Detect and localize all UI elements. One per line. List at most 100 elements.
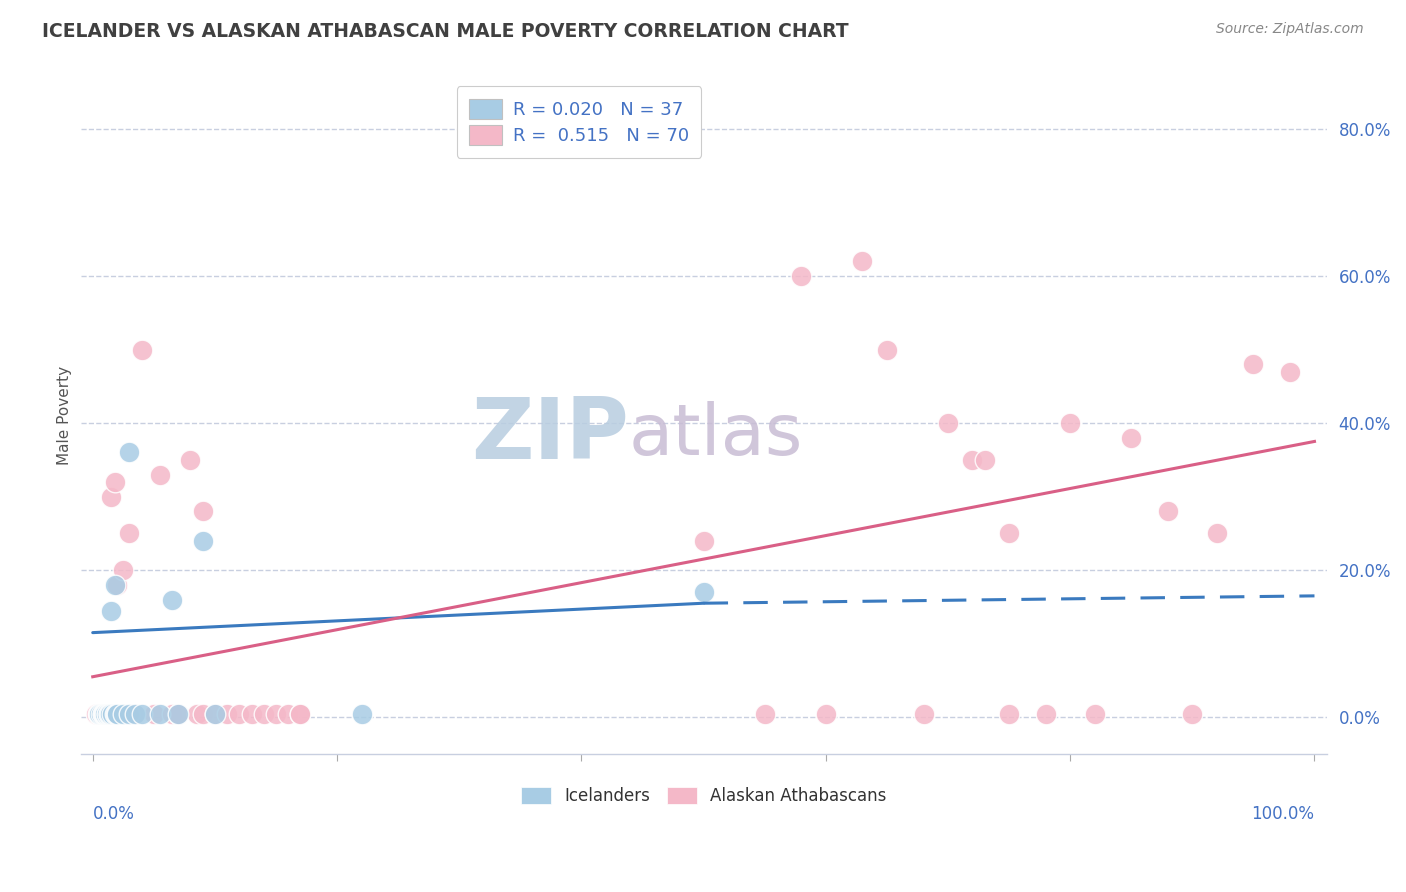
Point [104,475,127,489]
Point [94,706,117,721]
Point [87,706,110,721]
Point [124,706,146,721]
Point [142,706,165,721]
Point [290,706,312,721]
Point [118,526,141,541]
Point [1181,706,1204,721]
Point [1241,357,1264,371]
Point [167,706,190,721]
Text: atlas: atlas [628,401,803,470]
Point [692,585,714,599]
Point [350,706,373,721]
Point [104,706,127,721]
Point [104,706,127,721]
Point [87,706,110,721]
Point [101,706,124,721]
Legend: Icelanders, Alaskan Athabascans: Icelanders, Alaskan Athabascans [512,779,894,814]
Point [290,706,312,721]
Point [204,706,226,721]
Point [131,343,153,357]
Point [876,343,898,357]
Point [97,706,120,721]
Point [1083,706,1105,721]
Point [89,706,111,721]
Point [104,578,127,592]
Point [97,706,120,721]
Point [91,706,114,721]
Point [90,706,112,721]
Point [96,706,118,721]
Point [91,706,114,721]
Point [93,706,115,721]
Point [973,452,995,467]
Point [118,706,141,721]
Text: Source: ZipAtlas.com: Source: ZipAtlas.com [1216,22,1364,37]
Point [87,706,110,721]
Point [277,706,299,721]
Point [89,706,111,721]
Point [91,706,114,721]
Point [1279,365,1302,379]
Point [96,706,118,721]
Point [1121,431,1143,445]
Point [149,706,172,721]
Point [94,706,117,721]
Point [167,706,190,721]
Point [1157,504,1180,518]
Point [851,254,873,268]
Point [94,706,117,721]
Point [160,592,183,607]
Point [692,533,714,548]
Point [1205,526,1227,541]
Point [998,526,1021,541]
Point [814,706,837,721]
Point [94,706,117,721]
Point [105,706,128,721]
Point [160,706,183,721]
Point [96,706,118,721]
Point [90,706,112,721]
Text: ZIP: ZIP [471,394,628,477]
Text: 0.0%: 0.0% [93,805,135,822]
Point [93,706,115,721]
Point [962,452,984,467]
Point [90,706,112,721]
Point [191,533,214,548]
Point [97,706,120,721]
Point [104,706,127,721]
Point [87,706,110,721]
Point [179,452,201,467]
Point [86,706,108,721]
Point [100,603,122,617]
Point [112,563,135,577]
Point [754,706,776,721]
Point [191,504,214,518]
Point [1059,416,1081,430]
Point [1035,706,1057,721]
Point [96,706,118,721]
Point [94,706,117,721]
Point [124,706,146,721]
Point [228,706,250,721]
Point [167,706,190,721]
Point [93,706,115,721]
Point [100,490,122,504]
Point [191,706,214,721]
Point [149,467,172,482]
Point [98,706,121,721]
Text: ICELANDER VS ALASKAN ATHABASCAN MALE POVERTY CORRELATION CHART: ICELANDER VS ALASKAN ATHABASCAN MALE POV… [42,22,849,41]
Text: 100.0%: 100.0% [1251,805,1315,822]
Point [186,706,208,721]
Point [998,706,1021,721]
Point [240,706,263,721]
Point [105,578,128,592]
Point [790,268,813,283]
Point [105,706,128,721]
Point [936,416,959,430]
Point [87,706,110,721]
Point [112,706,135,721]
Point [217,706,239,721]
Point [93,706,115,721]
Point [118,445,141,459]
Point [91,706,114,721]
